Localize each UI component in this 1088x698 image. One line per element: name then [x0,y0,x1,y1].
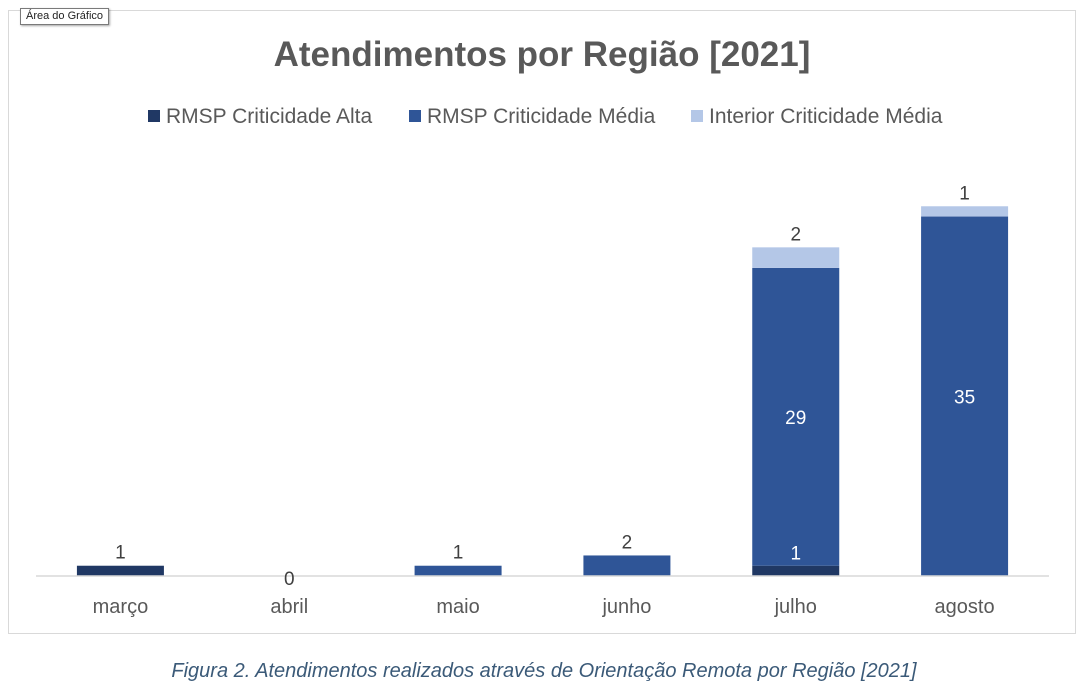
x-tick-marco: março [93,596,149,618]
x-tick-junho: junho [601,596,651,618]
figure-caption: Figura 2. Atendimentos realizados atravé… [171,660,917,682]
data-label-agosto-interior-criticidade-media: 1 [959,183,970,204]
legend-label-interior-criticidade-media: Interior Criticidade Média [709,105,943,128]
chart-legend: RMSP Criticidade Alta RMSP Criticidade Mé… [148,105,943,128]
data-label-agosto-rmsp-criticidade-media: 35 [954,387,975,408]
chart-area[interactable] [8,10,1076,634]
x-tick-agosto: agosto [935,596,995,618]
legend-swatch-interior-criticidade-media [691,110,703,122]
bar-agosto-rmsp-criticidade-media[interactable] [921,216,1009,577]
chart-bars [76,206,1009,577]
bar-junho-rmsp-criticidade-media[interactable] [583,555,671,576]
bar-maio-rmsp-criticidade-media[interactable] [414,565,502,576]
legend-label-rmsp-criticidade-media: RMSP Criticidade Média [427,105,656,128]
data-label-junho-rmsp-criticidade-media: 2 [622,532,633,553]
legend-label-rmsp-criticidade-alta: RMSP Criticidade Alta [166,105,373,128]
data-label-julho-rmsp-criticidade-media: 29 [785,408,806,429]
data-labels: 1 0 1 2 1 29 2 35 1 [115,183,975,590]
x-tick-abril: abril [270,596,308,618]
chart-area-tooltip: Área do Gráfico [20,8,110,25]
data-label-julho-rmsp-criticidade-alta: 1 [790,544,801,565]
bar-julho-rmsp-criticidade-media[interactable] [752,267,840,566]
legend-swatch-rmsp-criticidade-media [409,110,421,122]
bar-chart: Atendimentos por Região [2021] RMSP Crit… [36,35,1049,618]
legend-swatch-rmsp-criticidade-alta [148,110,160,122]
data-label-abril-zero: 0 [284,569,295,590]
x-tick-julho: julho [774,596,817,618]
bar-julho-interior-criticidade-media[interactable] [752,247,840,268]
data-label-maio-rmsp-criticidade-media: 1 [453,543,464,564]
x-axis-tick-labels: março abril maio junho julho agosto [93,596,995,618]
bar-agosto-interior-criticidade-media[interactable] [921,206,1009,217]
chart-title: Atendimentos por Região [2021] [274,35,811,74]
bar-julho-rmsp-criticidade-alta[interactable] [752,565,840,576]
data-label-marco-rmsp-criticidade-alta: 1 [115,543,126,564]
x-tick-maio: maio [436,596,479,618]
bar-marco-rmsp-criticidade-alta[interactable] [76,565,164,576]
data-label-julho-interior-criticidade-media: 2 [790,224,801,245]
